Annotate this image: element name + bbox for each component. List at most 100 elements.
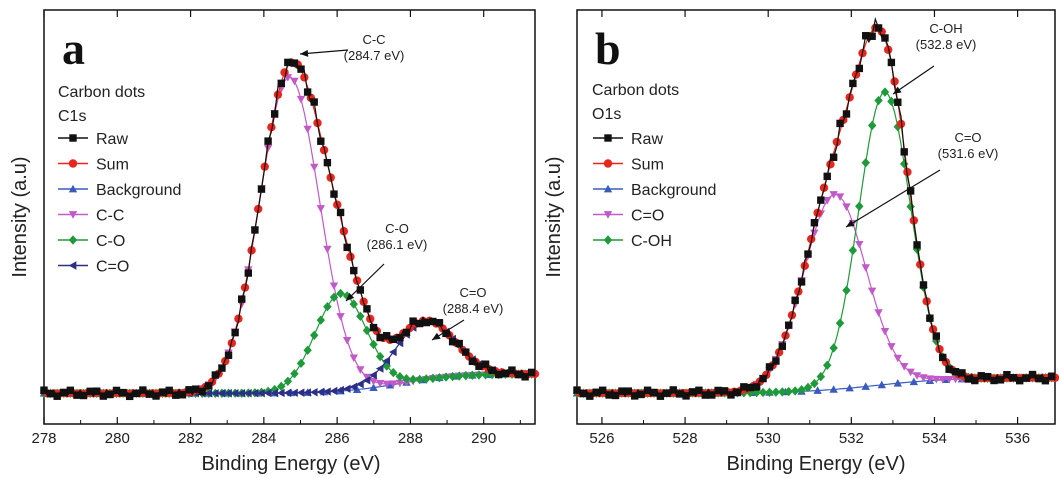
panel-b-o1s: 526 528 530 532 534 536 C-OH(532.8 eV)C=O(531…: [543, 9, 1059, 475]
point-raw-a: [125, 392, 134, 401]
point-raw-b: [701, 391, 710, 399]
point-raw-b: [862, 32, 870, 40]
point-raw-a: [165, 386, 173, 395]
point-c-oh-b: [848, 245, 858, 256]
point-raw-b: [650, 388, 658, 397]
panel-a-c1s: 278 280 282 284 286 288 290 C-C(284.7 eV)C-O(2…: [9, 9, 540, 475]
point-raw-b: [983, 372, 992, 381]
point-ceqo-a: [382, 356, 391, 365]
point-c-oh-b: [784, 386, 793, 397]
point-raw-b: [926, 314, 934, 322]
point-c-c-a: [369, 377, 378, 386]
point-c-c-a: [316, 205, 326, 213]
point-c-oh-b: [887, 96, 896, 107]
point-raw-b: [894, 98, 902, 106]
point-c-o-a: [303, 345, 312, 355]
point-raw-b: [624, 387, 633, 395]
point-c-o-a: [375, 351, 385, 362]
point-raw-a: [356, 286, 365, 294]
point-raw-a: [178, 391, 187, 399]
point-raw-a: [290, 59, 299, 67]
legend-label-c-oh-b: C-OH: [631, 233, 672, 250]
point-c-c-a: [323, 245, 332, 254]
point-c-o-a: [296, 358, 306, 369]
point-raw-a: [336, 208, 345, 217]
point-raw-b: [1009, 374, 1017, 382]
x-tick-label-b-530: 530: [756, 430, 781, 447]
legend-item-background-a: Background: [58, 182, 181, 199]
point-ceqo-a: [283, 388, 292, 398]
point-raw-a: [119, 388, 127, 397]
point-ceqo-a: [389, 347, 397, 357]
point-c-c-a: [356, 366, 365, 374]
legend-swatch-marker-ceqo-b: [603, 211, 613, 219]
x-tick-label-a-290: 290: [471, 430, 496, 447]
point-raw-b: [592, 388, 600, 396]
point-raw-b: [663, 389, 671, 397]
point-ceqo-a: [336, 385, 344, 395]
point-background-b: [909, 377, 919, 386]
x-tick-label-b-526: 526: [589, 430, 614, 447]
point-raw-b: [874, 24, 883, 32]
point-raw-a: [73, 391, 81, 399]
point-raw-b: [643, 386, 652, 394]
point-raw-b: [823, 172, 831, 181]
point-sum-b: [826, 160, 835, 169]
x-tick-label-a-284: 284: [251, 430, 276, 447]
point-sum-b: [890, 77, 899, 86]
legend-item-c-o-a: C-O: [58, 233, 125, 250]
point-raw-b: [611, 391, 620, 400]
annotation-arrow-line-c-c-a: [299, 49, 349, 55]
point-c-o-a: [323, 302, 332, 312]
point-raw-a: [145, 390, 154, 398]
point-raw-b: [977, 372, 985, 380]
point-sum-b: [774, 348, 784, 357]
y-axis-title-b: Intensity (a.u): [543, 156, 565, 277]
point-c-c-a: [277, 85, 286, 93]
point-raw-a: [264, 137, 272, 145]
point-raw-b: [740, 383, 748, 391]
point-raw-a: [191, 385, 200, 393]
point-ceqo-a: [356, 379, 364, 389]
point-ceqo-a: [290, 388, 298, 397]
point-raw-b: [939, 353, 947, 362]
x-tick-label-b-536: 536: [1005, 430, 1030, 447]
point-raw-a: [86, 387, 94, 395]
point-c-oh-b: [874, 95, 883, 106]
series-group-b: [572, 16, 1059, 400]
point-ceqo-a: [270, 388, 279, 398]
point-raw-b: [881, 34, 889, 42]
annotation-arrowhead-ceqo-a: [432, 332, 441, 340]
point-raw-b: [1028, 370, 1037, 379]
point-raw-a: [139, 386, 147, 394]
point-raw-a: [350, 266, 358, 275]
point-raw-a: [448, 337, 457, 346]
point-raw-a: [297, 65, 305, 73]
legend-label-c-o-a: C-O: [96, 233, 125, 250]
point-raw-a: [528, 368, 536, 377]
point-c-oh-b: [803, 382, 813, 393]
point-raw-a: [284, 58, 292, 67]
annotation-label-ceqo-a: C=O: [459, 285, 486, 300]
annotation-value-c-oh-b: (532.8 eV): [916, 37, 977, 52]
legend-label-raw-a: Raw: [96, 131, 128, 148]
point-background-a: [369, 383, 378, 391]
legend-swatch-marker-raw-b: [604, 134, 612, 142]
point-c-oh-b: [816, 371, 826, 382]
point-c-o-a: [448, 371, 457, 382]
point-raw-b: [1035, 374, 1043, 383]
point-raw-b: [855, 64, 864, 73]
point-ceqo-a: [257, 388, 265, 398]
point-raw-b: [900, 148, 908, 156]
annotation-arrowhead-c-oh-b: [893, 86, 902, 94]
point-raw-a: [455, 339, 463, 348]
legend-swatch-marker-c-oh-b: [603, 235, 613, 245]
legend-swatch-marker-sum-a: [68, 159, 78, 168]
point-raw-a: [317, 137, 325, 145]
legend-a: Raw Sum Background C-C C-O C=O: [58, 131, 181, 276]
point-raw-a: [481, 360, 490, 368]
point-c-o-a: [290, 369, 299, 379]
y-axis-title-a: Intensity (a.u): [9, 156, 31, 277]
legend-swatch-marker-c-o-a: [68, 235, 78, 245]
point-raw-b: [605, 391, 613, 399]
